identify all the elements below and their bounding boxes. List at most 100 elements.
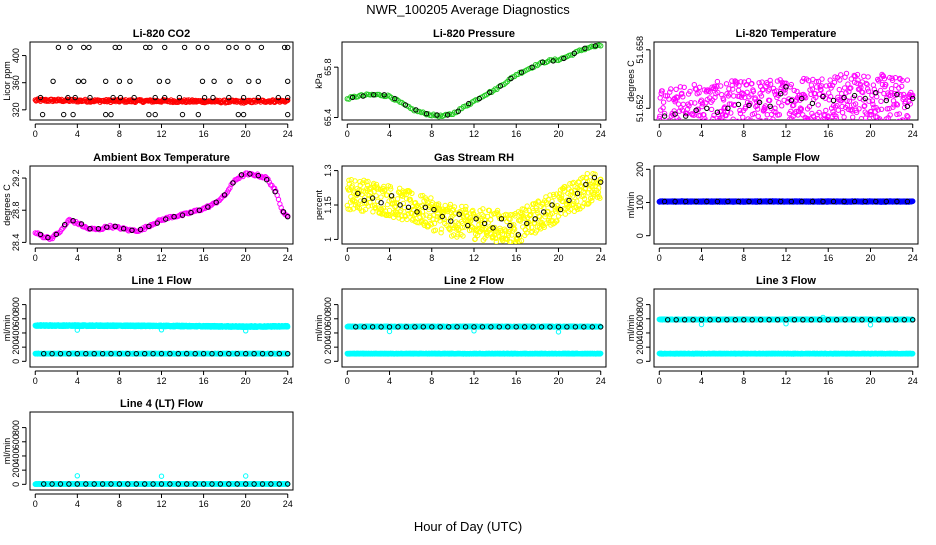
data-point [379, 195, 383, 199]
data-point [824, 108, 828, 112]
data-point [575, 199, 579, 203]
data-point [62, 112, 66, 116]
plot-data [33, 323, 290, 357]
data-point [692, 83, 696, 87]
x-tick-label: 20 [865, 129, 875, 139]
data-point [56, 45, 60, 49]
data-point [844, 71, 848, 75]
data-point [525, 204, 529, 208]
plot-data [345, 43, 603, 119]
data-point [670, 121, 674, 125]
data-point [259, 45, 263, 49]
panel-title: Li-820 Temperature [736, 28, 837, 40]
x-tick-label: 12 [469, 253, 479, 263]
data-point [691, 125, 695, 129]
x-tick-label: 4 [387, 129, 392, 139]
data-point [241, 112, 245, 116]
data-point [724, 82, 728, 86]
data-point [681, 102, 685, 106]
data-point [76, 79, 80, 83]
x-tick-label: 16 [823, 129, 833, 139]
x-tick-label: 8 [117, 129, 122, 139]
series-box-continuous [33, 171, 290, 241]
data-point [247, 79, 251, 83]
x-tick-label: 20 [241, 129, 251, 139]
data-point [68, 45, 72, 49]
x-tick-label: 4 [75, 253, 80, 263]
plot-frame [342, 42, 606, 120]
y-tick-label: 1.3 [323, 164, 333, 177]
data-point [714, 125, 718, 129]
data-point [246, 45, 250, 49]
y-tick-label: 29.2 [11, 169, 21, 187]
panel-title: Gas Stream RH [434, 152, 514, 164]
x-tick-label: 0 [657, 253, 662, 263]
x-tick-label: 16 [511, 253, 521, 263]
series-line1-high [33, 323, 290, 330]
x-tick-label: 20 [865, 253, 875, 263]
data-point [756, 114, 760, 118]
x-tick-label: 24 [283, 129, 293, 139]
data-point [687, 128, 691, 132]
panel-title: Li-820 CO2 [133, 28, 190, 40]
y-tick-label: 100 [635, 195, 645, 210]
x-tick-label: 24 [908, 253, 918, 263]
series-box-samples [38, 172, 290, 240]
data-point [905, 78, 909, 82]
figure-xlabel: Hour of Day (UTC) [414, 519, 522, 534]
data-point [851, 115, 855, 119]
x-tick-label: 24 [596, 129, 606, 139]
x-tick-label: 24 [596, 253, 606, 263]
y-tick-label: 200 [635, 162, 645, 177]
data-point [153, 112, 157, 116]
data-point [665, 126, 669, 130]
series-rh-continuous [345, 172, 603, 246]
panel-title: Sample Flow [752, 152, 820, 164]
data-point [82, 79, 86, 83]
y-tick-label: 400 [11, 48, 21, 63]
y-tick-label: 51.652 [635, 95, 645, 123]
data-point [234, 45, 238, 49]
data-point [676, 125, 680, 129]
data-point [760, 80, 764, 84]
x-tick-label: 0 [33, 129, 38, 139]
data-point [752, 121, 756, 125]
data-point [664, 130, 668, 134]
x-tick-label: 8 [117, 253, 122, 263]
x-tick-label: 0 [657, 129, 662, 139]
panel-title: Li-820 Pressure [433, 28, 515, 40]
data-point [71, 112, 75, 116]
x-tick-label: 8 [741, 129, 746, 139]
data-point [286, 79, 290, 83]
data-point [40, 112, 44, 116]
data-point [395, 197, 399, 201]
y-tick-label: 800 [11, 297, 21, 312]
x-tick-label: 24 [283, 376, 293, 386]
data-point [256, 79, 260, 83]
data-point [196, 45, 200, 49]
x-tick-label: 0 [345, 253, 350, 263]
data-point [792, 88, 796, 92]
data-point [157, 79, 161, 83]
x-tick-label: 12 [156, 253, 166, 263]
data-point [448, 202, 452, 206]
data-point [147, 112, 151, 116]
y-tick-label: 1 [323, 237, 333, 242]
x-tick-label: 20 [553, 129, 563, 139]
data-point [728, 125, 732, 129]
data-point [658, 96, 662, 100]
x-tick-label: 4 [699, 253, 704, 263]
data-point [769, 112, 773, 116]
x-tick-label: 24 [283, 253, 293, 263]
y-tick-label: 0 [635, 233, 645, 238]
x-tick-label: 24 [908, 129, 918, 139]
data-point [709, 107, 713, 111]
y-tick-label: 65.8 [323, 58, 333, 76]
data-point [180, 112, 184, 116]
data-point [586, 191, 590, 195]
data-point [682, 127, 686, 131]
